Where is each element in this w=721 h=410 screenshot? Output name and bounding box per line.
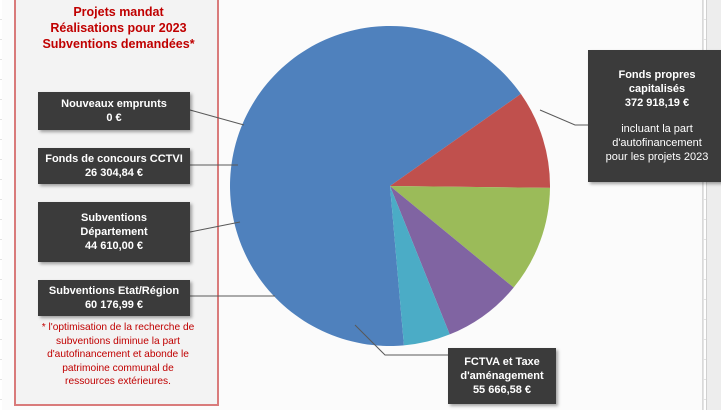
slice-fctva[interactable]	[390, 93, 551, 188]
label-fctva-name-2: d'aménagement	[460, 370, 544, 382]
footnote-line-1: * l'optimisation de la recherche de	[41, 322, 195, 333]
label-fonds-concours: Fonds de concours CCTVI 26 304,84 €	[38, 148, 190, 184]
leader-line-subventions-departement	[189, 221, 241, 233]
leader-line-fonds-propres	[539, 109, 588, 126]
panel-title-line-3: Subventions demandées*	[42, 37, 195, 51]
label-subventions-etat-name: Subventions Etat/Région	[48, 285, 180, 297]
label-fonds-propres: Fonds propres capitalisés 372 918,19 € i…	[588, 50, 721, 182]
footnote-line-4: patrimoine communal de	[62, 362, 174, 374]
leader-line-nouveaux-emprunts	[189, 109, 245, 126]
label-fctva-value: 55 666,58 €	[472, 384, 532, 396]
label-nouveaux-emprunts-name: Nouveaux emprunts	[61, 98, 167, 110]
label-fonds-propres-note-3: pour les projets 2023	[605, 151, 709, 163]
footnote: * l'optimisation de la recherche de subv…	[22, 321, 214, 389]
label-subventions-departement-name-2: Département	[80, 226, 148, 238]
footnote-line-2: subventions diminue la part	[55, 335, 181, 347]
label-fonds-propres-value: 372 918,19 €	[624, 97, 690, 109]
label-fctva: FCTVA et Taxe d'aménagement 55 666,58 €	[448, 348, 556, 404]
label-subventions-departement-name-1: Subventions	[80, 212, 147, 224]
label-subventions-departement: Subventions Département 44 610,00 €	[38, 202, 190, 262]
label-subventions-departement-value: 44 610,00 €	[84, 240, 144, 252]
slice-fonds-concours[interactable]	[390, 186, 450, 346]
footnote-line-5: ressources extérieures.	[65, 376, 171, 387]
label-subventions-etat: Subventions Etat/Région 60 176,99 €	[38, 280, 190, 316]
label-fctva-name-1: FCTVA et Taxe	[464, 356, 540, 368]
label-fonds-concours-value: 26 304,84 €	[84, 167, 144, 179]
slice-fonds-propres[interactable]	[230, 25, 521, 346]
panel-title-line-1: Projets mandat	[73, 5, 164, 19]
footnote-line-3: d'autofinancement et abonde le	[47, 349, 189, 360]
leader-line-fctva	[354, 324, 448, 356]
slice-subventions-departement[interactable]	[390, 186, 514, 335]
label-fonds-propres-note-1: incluant la part	[621, 123, 693, 135]
label-nouveaux-emprunts: Nouveaux emprunts 0 €	[38, 92, 190, 130]
label-fonds-propres-name-2: capitalisés	[628, 83, 686, 95]
slice-subventions-etat[interactable]	[390, 186, 550, 288]
panel-title-line-2: Réalisations pour 2023	[50, 21, 187, 35]
label-subventions-etat-value: 60 176,99 €	[84, 299, 144, 311]
label-fonds-propres-note-2: d'autofinancement	[612, 137, 702, 149]
label-fonds-propres-name-1: Fonds propres	[618, 69, 696, 81]
label-fonds-concours-name: Fonds de concours CCTVI	[45, 153, 183, 165]
panel-title: Projets mandat Réalisations pour 2023 Su…	[16, 4, 221, 52]
label-nouveaux-emprunts-value: 0 €	[106, 112, 122, 124]
